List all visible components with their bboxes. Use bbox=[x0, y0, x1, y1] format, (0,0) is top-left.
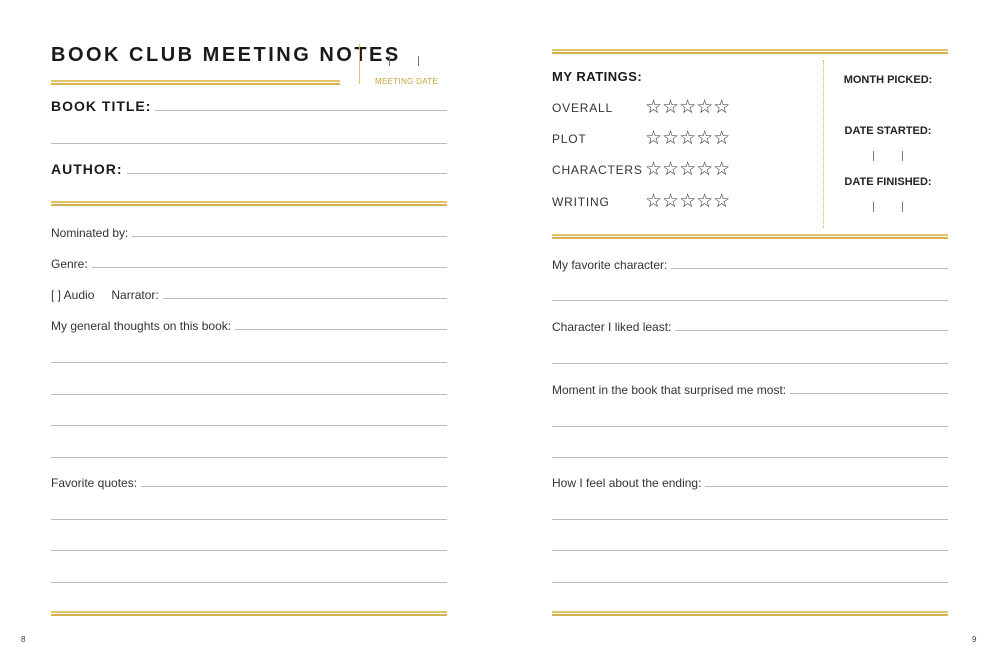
blank-line[interactable] bbox=[552, 519, 948, 520]
blank-line[interactable] bbox=[552, 550, 948, 551]
surprise-field[interactable]: Moment in the book that surprised me mos… bbox=[552, 383, 948, 397]
gold-divider bbox=[552, 234, 948, 239]
star-rating-characters[interactable]: ☆☆☆☆☆ bbox=[645, 159, 731, 180]
nominated-by-label: Nominated by: bbox=[51, 226, 129, 240]
author-label: AUTHOR: bbox=[51, 161, 123, 177]
blank-line[interactable] bbox=[552, 426, 948, 427]
ratings-title: MY RATINGS: bbox=[552, 69, 643, 84]
date-separator bbox=[873, 151, 874, 161]
star-rating-overall[interactable]: ☆☆☆☆☆ bbox=[645, 97, 731, 118]
star-rating-writing[interactable]: ☆☆☆☆☆ bbox=[645, 191, 731, 212]
quotes-label: Favorite quotes: bbox=[51, 476, 138, 490]
blank-line[interactable] bbox=[51, 457, 447, 458]
author-field[interactable]: AUTHOR: bbox=[51, 161, 447, 177]
blank-line[interactable] bbox=[51, 362, 447, 363]
star-rating-plot[interactable]: ☆☆☆☆☆ bbox=[645, 128, 731, 149]
least-character-label: Character I liked least: bbox=[552, 320, 672, 334]
gold-divider bbox=[51, 611, 447, 616]
date-separator bbox=[873, 202, 874, 212]
divider bbox=[359, 44, 360, 84]
month-picked-label: MONTH PICKED: bbox=[843, 74, 933, 86]
rating-label: CHARACTERS bbox=[552, 163, 643, 177]
thoughts-field[interactable]: My general thoughts on this book: bbox=[51, 319, 447, 333]
thoughts-label: My general thoughts on this book: bbox=[51, 319, 232, 333]
date-separator bbox=[389, 56, 390, 66]
audio-checkbox[interactable]: [ ] Audio bbox=[51, 288, 95, 302]
blank-line[interactable] bbox=[552, 457, 948, 458]
page-title: BOOK CLUB MEETING NOTES bbox=[51, 44, 401, 66]
blank-line[interactable] bbox=[51, 425, 447, 426]
date-separator bbox=[902, 202, 903, 212]
gold-divider bbox=[51, 201, 447, 206]
dotted-divider bbox=[823, 60, 824, 228]
blank-line[interactable] bbox=[51, 519, 447, 520]
date-finished-label: DATE FINISHED: bbox=[844, 176, 932, 188]
blank-line[interactable] bbox=[51, 582, 447, 583]
ending-label: How I feel about the ending: bbox=[552, 476, 702, 490]
gold-divider bbox=[552, 49, 948, 54]
blank-line[interactable] bbox=[552, 300, 948, 301]
blank-line[interactable] bbox=[552, 363, 948, 364]
gold-divider bbox=[51, 80, 340, 85]
narrator-field[interactable]: [ ] Audio Narrator: bbox=[51, 288, 447, 302]
blank-line[interactable] bbox=[51, 394, 447, 395]
blank-line[interactable] bbox=[552, 582, 948, 583]
genre-label: Genre: bbox=[51, 257, 88, 271]
date-separator bbox=[418, 56, 419, 66]
least-character-field[interactable]: Character I liked least: bbox=[552, 320, 948, 334]
gold-divider bbox=[552, 611, 948, 616]
surprise-label: Moment in the book that surprised me mos… bbox=[552, 383, 787, 397]
date-separator bbox=[902, 151, 903, 161]
favorite-character-field[interactable]: My favorite character: bbox=[552, 258, 948, 272]
narrator-label: Narrator: bbox=[111, 288, 159, 302]
date-started-label: DATE STARTED: bbox=[844, 125, 932, 137]
quotes-field[interactable]: Favorite quotes: bbox=[51, 476, 447, 490]
book-title-label: BOOK TITLE: bbox=[51, 98, 152, 114]
ending-field[interactable]: How I feel about the ending: bbox=[552, 476, 948, 490]
blank-line[interactable] bbox=[51, 550, 447, 551]
rating-label: OVERALL bbox=[552, 101, 613, 115]
nominated-by-field[interactable]: Nominated by: bbox=[51, 226, 447, 240]
page-number: 9 bbox=[972, 635, 977, 644]
genre-field[interactable]: Genre: bbox=[51, 257, 447, 271]
rating-label: WRITING bbox=[552, 195, 610, 209]
page-number: 8 bbox=[21, 635, 26, 644]
rating-label: PLOT bbox=[552, 132, 587, 146]
favorite-character-label: My favorite character: bbox=[552, 258, 668, 272]
meeting-date-label: MEETING DATE bbox=[375, 77, 439, 86]
book-title-field[interactable]: BOOK TITLE: bbox=[51, 98, 447, 114]
blank-line[interactable] bbox=[51, 143, 447, 144]
